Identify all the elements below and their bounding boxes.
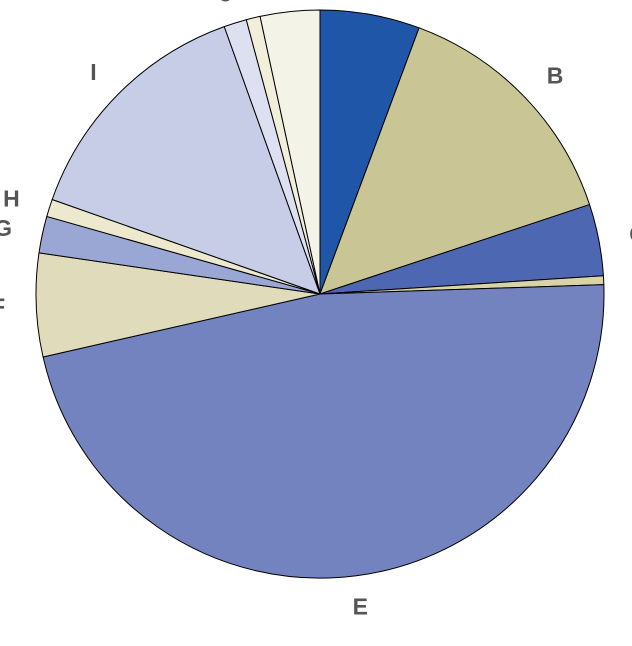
slice-label-j: J [220, 0, 233, 6]
slice-label-f: F [0, 293, 5, 319]
slice-label-e: E [353, 593, 368, 619]
slice-label-g: G [0, 215, 12, 241]
slice-label-b: B [547, 62, 564, 88]
slice-labels: ABCDEFGHIJKN [0, 0, 632, 619]
pie-slice-b [319, 27, 591, 295]
slice-label-c: C [629, 221, 632, 247]
slice-label-k: K [238, 0, 255, 1]
pie-slices [35, 9, 605, 579]
pie-slice-n [259, 9, 321, 295]
pie-slice-e [42, 284, 605, 579]
slice-label-i: I [90, 59, 96, 85]
pie-slice-i [51, 26, 321, 295]
slice-label-h: H [3, 186, 20, 212]
